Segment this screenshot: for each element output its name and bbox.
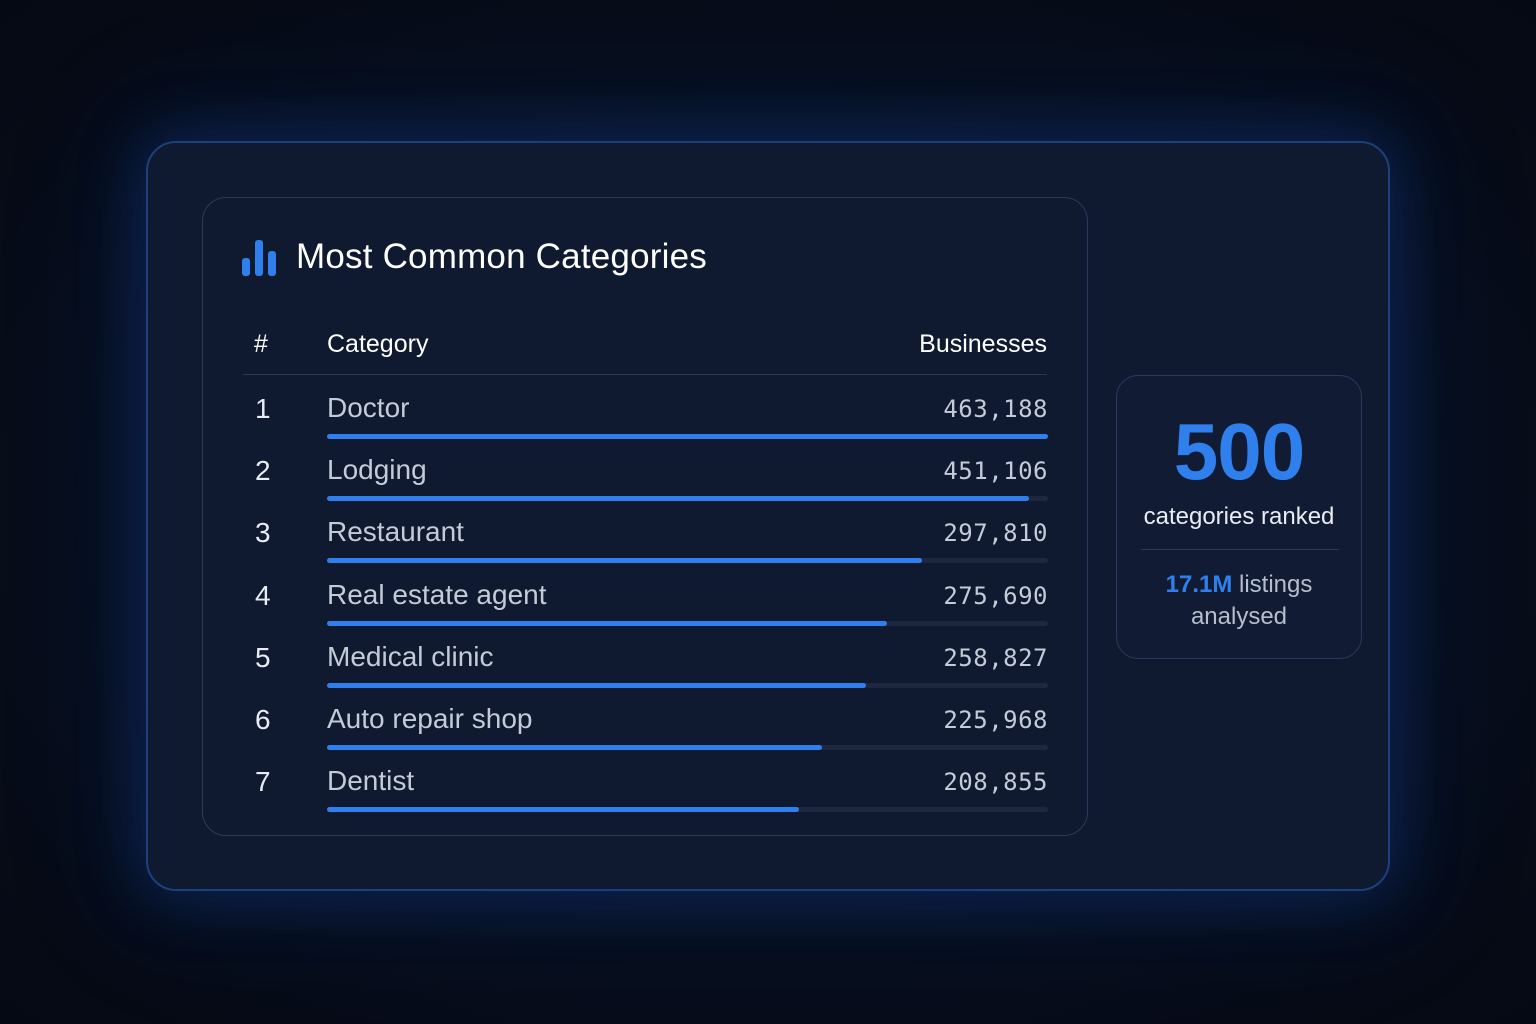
row-category: Real estate agent bbox=[327, 578, 547, 610]
row-category: Restaurant bbox=[327, 516, 464, 548]
row-business-count: 275,690 bbox=[943, 581, 1048, 610]
row-bar-track bbox=[327, 434, 1048, 439]
table-row: 1 Doctor 463,188 bbox=[243, 381, 1048, 443]
table-row: 7 Dentist 208,855 bbox=[243, 754, 1048, 816]
row-category: Dentist bbox=[327, 765, 415, 797]
listings-label: listings bbox=[1239, 571, 1313, 598]
row-bar-track bbox=[327, 745, 1048, 750]
table-row: 3 Restaurant 297,810 bbox=[243, 505, 1048, 567]
row-category: Lodging bbox=[327, 454, 427, 486]
row-rank: 6 bbox=[255, 704, 271, 735]
row-category: Auto repair shop bbox=[327, 703, 533, 734]
row-business-count: 208,855 bbox=[943, 768, 1048, 797]
row-category: Medical clinic bbox=[327, 640, 494, 672]
summary-divider bbox=[1141, 549, 1339, 550]
summary-card: 500 categories ranked 17.1M listings ana… bbox=[1116, 375, 1362, 659]
businesses-column-header: Businesses bbox=[919, 330, 1047, 358]
row-bar-fill bbox=[327, 496, 1030, 502]
row-business-count: 297,810 bbox=[943, 519, 1048, 548]
row-bar-fill bbox=[327, 434, 1048, 439]
categories-count: 500 bbox=[1173, 407, 1305, 496]
row-rank: 2 bbox=[255, 455, 271, 487]
categories-count-label: categories ranked bbox=[1143, 503, 1335, 530]
row-rank: 5 bbox=[255, 641, 271, 673]
row-bar-fill bbox=[327, 620, 888, 626]
rank-column-header: # bbox=[254, 330, 268, 358]
row-bar-track bbox=[327, 620, 1048, 626]
header-divider bbox=[243, 374, 1047, 375]
card-header: Most Common Categories bbox=[240, 232, 707, 282]
table-row: 4 Real estate agent 275,690 bbox=[243, 568, 1048, 630]
row-bar-fill bbox=[327, 682, 866, 688]
row-business-count: 225,968 bbox=[943, 706, 1048, 734]
row-rank: 4 bbox=[255, 579, 271, 611]
table-row: 5 Medical clinic 258,827 bbox=[243, 630, 1048, 692]
analysed-label: analysed bbox=[1190, 603, 1288, 630]
table-row: 6 Auto repair shop 225,968 bbox=[243, 692, 1048, 754]
row-bar-track bbox=[327, 558, 1048, 564]
listings-value: 17.1M bbox=[1165, 571, 1233, 598]
listings-summary: 17.1M listings analysed bbox=[1117, 569, 1361, 633]
row-rank: 3 bbox=[255, 517, 271, 549]
bar-chart-icon bbox=[242, 240, 276, 276]
row-bar-track bbox=[327, 682, 1048, 688]
row-bar-fill bbox=[327, 558, 922, 564]
table-row: 2 Lodging 451,106 bbox=[243, 443, 1048, 505]
card-title: Most Common Categories bbox=[296, 237, 707, 276]
categories-card bbox=[202, 197, 1088, 836]
row-rank: 7 bbox=[255, 766, 271, 798]
row-bar-fill bbox=[327, 807, 800, 813]
row-bar-track bbox=[327, 496, 1048, 502]
row-business-count: 463,188 bbox=[943, 395, 1048, 423]
row-bar-fill bbox=[327, 745, 822, 750]
row-business-count: 451,106 bbox=[943, 457, 1048, 486]
row-category: Doctor bbox=[327, 392, 410, 423]
row-bar-track bbox=[327, 807, 1048, 813]
row-business-count: 258,827 bbox=[943, 643, 1048, 672]
row-rank: 1 bbox=[255, 393, 271, 424]
category-column-header: Category bbox=[327, 330, 429, 358]
